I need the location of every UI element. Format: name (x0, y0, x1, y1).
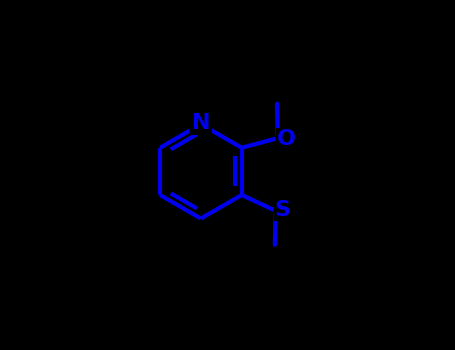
Text: O: O (277, 129, 296, 149)
Text: S: S (275, 200, 291, 220)
Text: N: N (192, 113, 210, 133)
